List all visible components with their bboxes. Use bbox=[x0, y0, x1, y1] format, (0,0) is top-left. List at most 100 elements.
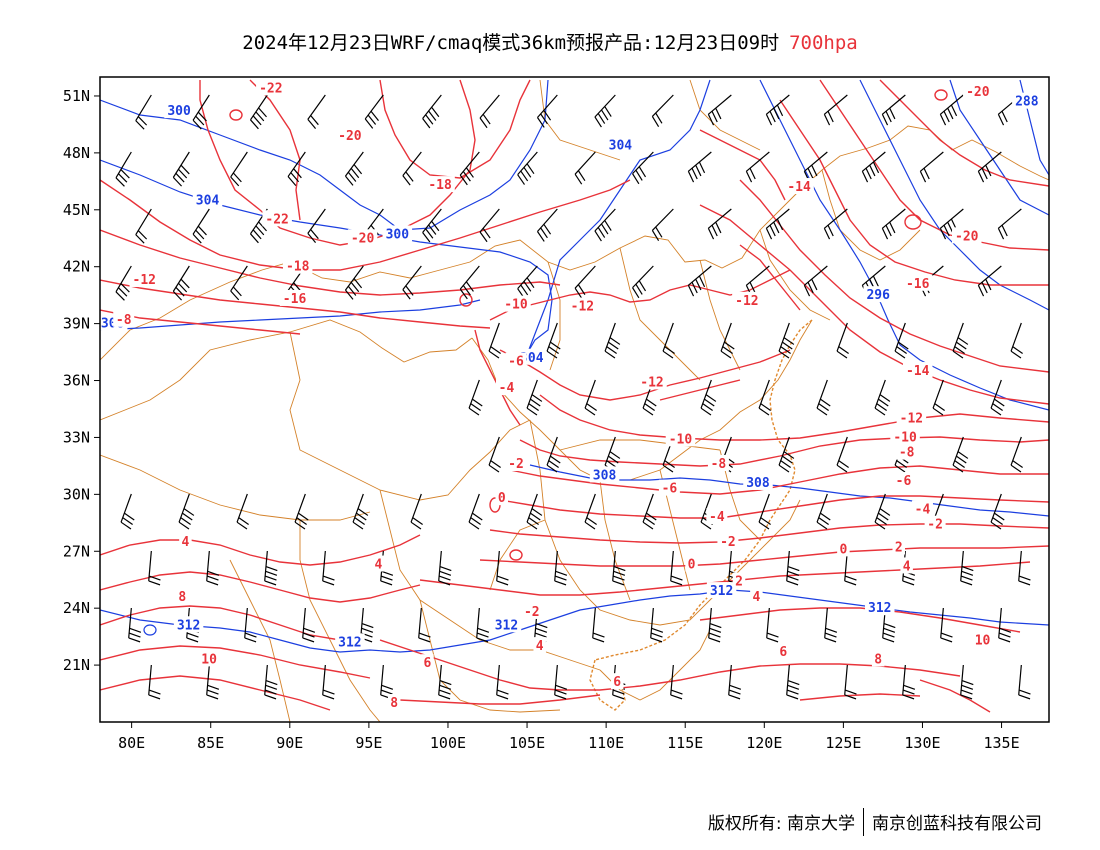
height-label: 312 bbox=[338, 635, 361, 650]
temperature-label: -20 bbox=[966, 85, 990, 100]
height-label: 312 bbox=[710, 584, 733, 599]
wind-barb bbox=[594, 94, 616, 128]
temperature-label: -6 bbox=[508, 355, 524, 370]
temperature-label: -6 bbox=[662, 482, 678, 497]
height-label: 304 bbox=[196, 193, 220, 208]
province-boundaries bbox=[100, 79, 1049, 722]
plot-frame bbox=[99, 76, 1050, 723]
chart-title: 2024年12月23日WRF/cmaq模式36km预报产品:12月23日09时 7… bbox=[0, 28, 1100, 55]
lat-tick-label: 45N bbox=[63, 201, 90, 219]
wind-barb bbox=[952, 436, 969, 473]
temperature-label: -12 bbox=[735, 294, 758, 309]
wind-barb bbox=[236, 493, 249, 530]
temperature-label-bg bbox=[732, 572, 746, 589]
lat-tick-label: 36N bbox=[63, 372, 90, 390]
temperature-label-bg bbox=[900, 557, 913, 574]
temperature-label-bg bbox=[198, 650, 220, 667]
temperature-label: 0 bbox=[839, 542, 847, 557]
wind-barb bbox=[526, 379, 543, 416]
wind-barb bbox=[592, 607, 605, 643]
lat-tick-label: 39N bbox=[63, 315, 90, 333]
temperature-label: -16 bbox=[283, 292, 307, 307]
wind-barb bbox=[120, 493, 135, 530]
lon-tick-label: 125E bbox=[825, 734, 861, 752]
height-label-bg bbox=[605, 136, 636, 153]
wind-barb bbox=[178, 493, 195, 530]
wind-barb bbox=[249, 94, 268, 130]
wind-barb bbox=[844, 664, 857, 700]
wind-barb bbox=[418, 607, 431, 643]
temperature-label: -2 bbox=[508, 457, 524, 472]
temperature-label: 6 bbox=[423, 656, 431, 671]
lon-tick-label: 115E bbox=[667, 734, 703, 752]
wind-barb bbox=[766, 607, 779, 643]
temperature-label: 0 bbox=[688, 558, 696, 573]
wind-barb bbox=[584, 493, 597, 530]
temperature-label-bg bbox=[505, 352, 527, 369]
temperature-label: -18 bbox=[428, 178, 452, 193]
wind-barb bbox=[352, 493, 369, 530]
lon-tick-label: 90E bbox=[276, 734, 303, 752]
temperature-label-bg bbox=[282, 257, 313, 274]
wind-barb bbox=[402, 151, 422, 186]
wind-barb bbox=[881, 94, 906, 126]
temperature-label: -8 bbox=[711, 457, 727, 472]
temperature-label: -12 bbox=[640, 375, 663, 390]
temperature-label-bg bbox=[567, 297, 598, 314]
temperature-label-bg bbox=[425, 176, 455, 193]
wind-barb bbox=[861, 151, 886, 183]
lon-tick-label: 130E bbox=[904, 734, 940, 752]
temperature-label: 8 bbox=[874, 652, 882, 667]
height-labels: 3003043003083043042962883083083123123123… bbox=[97, 92, 1042, 650]
temperature-label: -8 bbox=[116, 313, 132, 328]
temperature-label: 8 bbox=[178, 590, 186, 605]
lat-tick-label: 48N bbox=[63, 144, 90, 162]
wind-barb bbox=[707, 94, 732, 126]
temperature-label-bg bbox=[665, 430, 696, 447]
coastline bbox=[589, 319, 813, 711]
wind-barb bbox=[990, 379, 1005, 416]
lat-tick-label: 21N bbox=[63, 656, 90, 674]
temperature-label: -22 bbox=[265, 212, 288, 227]
wind-barb bbox=[230, 265, 248, 301]
wind-barb bbox=[952, 322, 969, 359]
wind-barb bbox=[438, 550, 452, 586]
temperature-label-bg bbox=[777, 642, 790, 659]
wind-barb bbox=[745, 151, 770, 183]
wind-barb bbox=[650, 607, 664, 643]
lon-tick-label: 110E bbox=[588, 734, 624, 752]
temperature-label-bg bbox=[784, 178, 814, 195]
wind-barb bbox=[360, 607, 374, 643]
height-label-bg bbox=[335, 633, 365, 650]
temperature-label: -10 bbox=[504, 298, 528, 313]
temperature-label: -8 bbox=[899, 446, 915, 461]
temperature-label-bg bbox=[372, 555, 385, 572]
temperature-label: 10 bbox=[975, 633, 991, 648]
wind-barb bbox=[816, 379, 831, 416]
temperature-label-bg bbox=[750, 587, 763, 604]
wind-barb bbox=[939, 94, 964, 126]
temperature-label: 8 bbox=[390, 696, 398, 711]
wind-barb bbox=[380, 664, 394, 700]
temperature-label-bg bbox=[871, 650, 885, 667]
title-level: 700hpa bbox=[789, 32, 858, 54]
title-main: 2024年12月23日WRF/cmaq模式36km预报产品:12月23日09时 bbox=[242, 32, 780, 54]
wind-barb bbox=[546, 322, 561, 359]
wind-barb bbox=[874, 379, 891, 416]
lon-tick-label: 120E bbox=[746, 734, 782, 752]
lon-tick-label: 105E bbox=[509, 734, 545, 752]
temperature-label: -4 bbox=[709, 510, 725, 525]
temperature-label: -20 bbox=[338, 129, 362, 144]
wind-barb bbox=[264, 664, 278, 700]
temperature-label-bg bbox=[896, 409, 927, 426]
lat-tick-label: 42N bbox=[63, 258, 90, 276]
temperature-label: -2 bbox=[524, 605, 540, 620]
wind-barb bbox=[554, 550, 568, 586]
temperature-label-bg bbox=[902, 274, 933, 291]
wind-barb bbox=[836, 322, 849, 359]
wind-barb bbox=[302, 607, 316, 643]
temperature-label: 4 bbox=[181, 535, 189, 550]
temperature-label-bg bbox=[892, 538, 905, 555]
wind-barb bbox=[670, 550, 683, 586]
temperature-label-bg bbox=[837, 540, 850, 557]
